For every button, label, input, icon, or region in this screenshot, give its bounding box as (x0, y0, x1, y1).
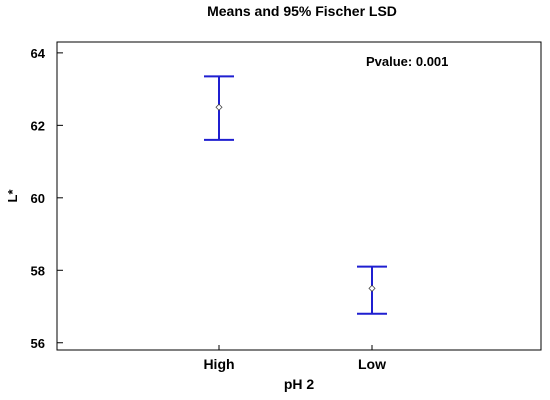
mean-marker (215, 103, 223, 111)
y-axis-label: L* (5, 189, 20, 203)
y-tick-label: 56 (31, 336, 45, 351)
y-tick-label: 62 (31, 118, 45, 133)
y-tick-label: 58 (31, 263, 45, 278)
y-tick-label: 60 (31, 191, 45, 206)
x-tick-label: Low (358, 356, 386, 372)
pvalue-annotation: Pvalue: 0.001 (366, 54, 448, 69)
x-axis-label: pH 2 (284, 376, 315, 392)
y-axis: 56 58 60 62 64 (31, 46, 63, 351)
x-tick-label: High (203, 356, 234, 372)
plot-frame (56, 41, 542, 351)
mean-marker (368, 284, 376, 292)
y-tick-label: 64 (31, 46, 46, 61)
x-axis: High Low (203, 345, 386, 372)
series-group (204, 75, 387, 315)
chart-title: Means and 95% Fischer LSD (207, 3, 397, 19)
